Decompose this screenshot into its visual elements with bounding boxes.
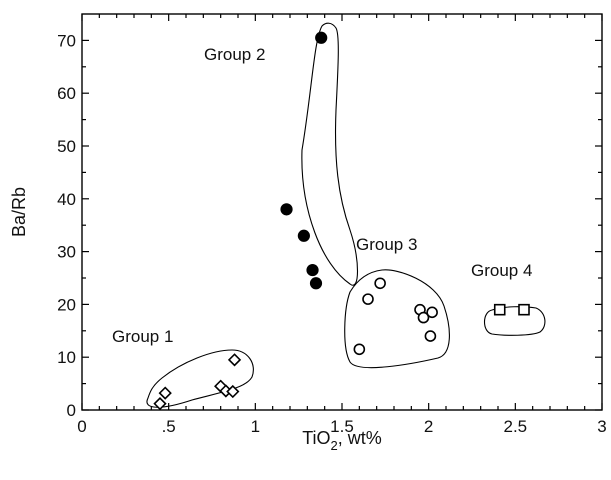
- x-tick-label: 0: [77, 417, 86, 436]
- y-axis-label: Ba/Rb: [9, 187, 29, 237]
- envelope-group-4: [483, 306, 546, 336]
- envelope-group-2: [301, 22, 358, 286]
- y-tick-label: 40: [57, 190, 76, 209]
- data-point-group-2: [297, 229, 310, 242]
- x-tick-label: 2.5: [504, 417, 528, 436]
- data-point-group-3: [374, 277, 386, 290]
- x-tick-label: .5: [162, 417, 176, 436]
- data-point-group-4: [518, 303, 530, 316]
- group-3-label: Group 3: [356, 235, 417, 254]
- x-axis-label-main: TiO: [302, 428, 330, 448]
- x-axis-label-suffix: , wt%: [338, 428, 382, 448]
- data-point-group-1: [227, 353, 242, 367]
- data-point-group-2: [315, 31, 328, 44]
- data-point-group-3: [362, 293, 374, 305]
- data-point-group-2: [306, 263, 319, 277]
- envelope-group-3: [344, 269, 450, 369]
- data-point-group-2: [280, 203, 293, 216]
- y-tick-label: 50: [57, 137, 76, 156]
- data-points: [153, 31, 530, 411]
- data-point-group-3: [417, 311, 430, 324]
- group-2-label: Group 2: [204, 45, 265, 64]
- x-tick-label: 2: [424, 417, 433, 436]
- y-axis-ticks: 0 10 20 30 40 50 60 70: [57, 31, 602, 420]
- data-point-group-1: [153, 397, 167, 411]
- data-point-group-1: [158, 386, 172, 400]
- plot-frame: [81, 13, 603, 411]
- y-tick-label: 20: [57, 295, 76, 314]
- x-tick-label: 1: [251, 417, 260, 436]
- group-envelopes: [146, 22, 546, 408]
- data-point-group-3: [424, 330, 437, 342]
- x-axis-label: TiO2, wt%: [302, 428, 382, 453]
- data-point-group-3: [426, 306, 438, 319]
- x-tick-label: 3: [597, 417, 606, 436]
- data-point-group-4: [493, 303, 506, 316]
- y-tick-label: 70: [57, 31, 76, 50]
- y-tick-label: 0: [67, 401, 76, 420]
- group-1-label: Group 1: [112, 327, 173, 346]
- data-point-group-2: [309, 277, 323, 290]
- group-4-label: Group 4: [471, 261, 532, 280]
- data-point-group-3: [353, 343, 366, 356]
- y-tick-label: 10: [57, 348, 76, 367]
- x-axis-ticks: 0 .5 1 1.5 2 2.5 3: [77, 14, 607, 436]
- x-tick-label: 1.5: [330, 417, 354, 436]
- data-point-group-1: [226, 384, 240, 399]
- y-tick-label: 30: [57, 243, 76, 262]
- x-axis-label-subscript: 2: [331, 438, 338, 453]
- y-tick-label: 60: [57, 84, 76, 103]
- envelope-group-1: [146, 349, 254, 408]
